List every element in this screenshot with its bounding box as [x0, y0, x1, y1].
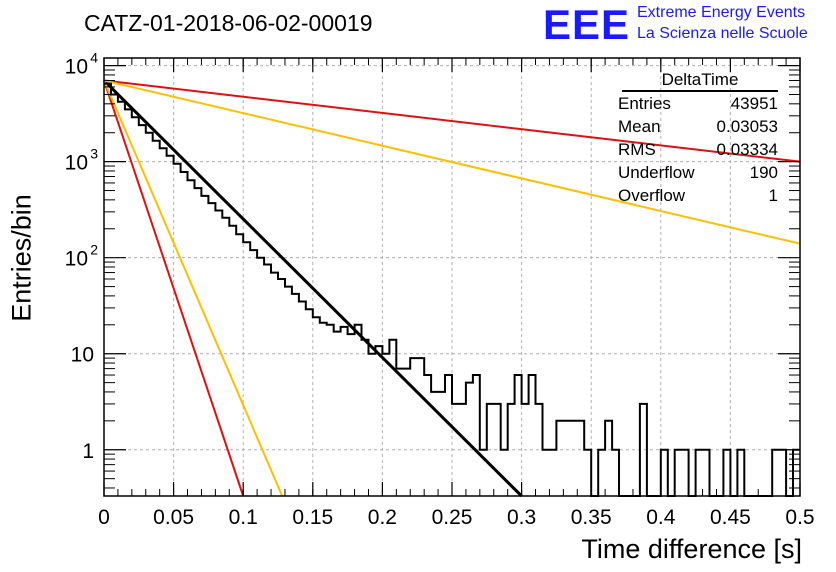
fit-curves [102, 79, 801, 498]
x-tick-label: 0.5 [785, 506, 814, 529]
fit-curve [103, 80, 284, 497]
x-tick-label: 0.3 [507, 506, 536, 529]
x-tick-label: 0.35 [571, 506, 612, 529]
x-tick-label: 0.4 [646, 506, 676, 529]
x-tick-label: 0.25 [432, 506, 473, 529]
y-tick-exponent: 3 [90, 146, 98, 162]
x-tick-labels: 0 0.05 0.1 0.15 0.2 0.25 0.3 0.35 0.4 0.45 0.5 [98, 506, 814, 529]
axes [103, 57, 801, 497]
stat-value: 0.03334 [716, 140, 778, 159]
y-tick-label: 10 [65, 248, 88, 271]
fit-curve [103, 80, 245, 497]
grid-lines [104, 58, 800, 496]
fit-curve [103, 79, 801, 245]
stat-value: 1 [768, 186, 778, 205]
x-axis-label: Time difference [s] [581, 534, 802, 564]
fit-curve [102, 79, 523, 498]
y-tick-label: 10 [65, 56, 88, 79]
eee-logo: EEE Extreme Energy Events La Scienza nel… [543, 3, 833, 47]
stat-label: Overflow [618, 186, 686, 205]
stats-box: DeltaTime Entries 43951 Mean 0.03053 RMS… [612, 70, 778, 207]
y-tick-label: 10 [71, 344, 94, 367]
stat-row-rms: RMS 0.03334 [612, 138, 778, 161]
logo-mark: EEE [543, 1, 631, 48]
y-tick-exponent: 4 [90, 50, 98, 66]
logo-line-2: La Scienza nelle Scuole [637, 25, 808, 42]
x-tick-label: 0.2 [368, 506, 397, 529]
stat-value: 43951 [730, 94, 778, 113]
stat-label: RMS [618, 140, 656, 159]
stat-row-overflow: Overflow 1 [612, 184, 778, 207]
stat-label: Mean [618, 117, 661, 136]
y-tick-exponent: 2 [90, 242, 98, 258]
plot-title: CATZ-01-2018-06-02-00019 [84, 10, 373, 36]
y-tick-label: 10 [65, 152, 88, 175]
stats-title: DeltaTime [622, 70, 778, 92]
x-tick-label: 0.15 [292, 506, 333, 529]
x-tick-label: 0.1 [229, 506, 258, 529]
stat-row-underflow: Underflow 190 [612, 161, 778, 184]
x-tick-label: 0.05 [153, 506, 194, 529]
y-tick-label: 1 [82, 440, 94, 463]
x-tick-label: 0.45 [710, 506, 751, 529]
stat-value: 190 [749, 163, 778, 182]
plot-frame [103, 57, 801, 497]
stat-label: Entries [618, 94, 671, 113]
fit-curve [103, 79, 801, 163]
stat-row-entries: Entries 43951 [612, 92, 778, 115]
logo-line-1: Extreme Energy Events [637, 4, 806, 21]
x-tick-label: 0 [98, 506, 110, 529]
stat-label: Underflow [618, 163, 695, 182]
stat-value: 0.03053 [716, 117, 778, 136]
stat-row-mean: Mean 0.03053 [612, 115, 778, 138]
